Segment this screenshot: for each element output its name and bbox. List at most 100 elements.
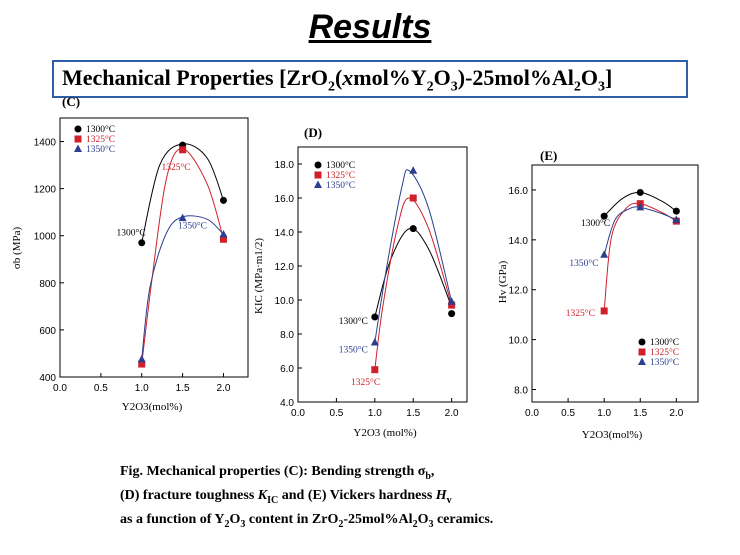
- subtitle-part: ]: [604, 65, 613, 90]
- caption-line-3: as a function of Y2O3 content in ZrO2-25…: [120, 510, 720, 534]
- caption-sub: 2: [338, 518, 344, 530]
- legend-entry: 1300°C: [86, 124, 115, 135]
- y-axis-label: σb (MPa): [11, 227, 23, 270]
- caption-part: ceramics.: [433, 511, 494, 527]
- x-tick-label: 0.0: [525, 408, 539, 419]
- series-line: [141, 148, 224, 365]
- page-title: Results: [308, 8, 432, 46]
- legend-marker: [314, 161, 322, 169]
- subtitle-box: Mechanical Properties [ZrO2(xmol%Y2O3)-2…: [52, 60, 688, 98]
- y-axis-label: Hv (GPa): [497, 260, 509, 303]
- data-point: [672, 207, 680, 215]
- x-tick-label: 1.0: [368, 408, 382, 419]
- caption-part: and (E) Vickers hardness: [278, 487, 436, 503]
- legend-marker: [314, 171, 322, 179]
- annotation-label: 1350°C: [569, 258, 598, 269]
- annotation-label: 1350°C: [339, 345, 368, 356]
- y-tick-label: 1000: [34, 232, 57, 243]
- subtitle-part: Mechanical Properties [ZrO: [62, 65, 328, 90]
- caption-sub: 2: [412, 518, 418, 530]
- data-point: [371, 313, 379, 321]
- x-tick-label: 2.0: [669, 408, 683, 419]
- y-tick-label: 1200: [34, 185, 57, 196]
- caption-part: content in ZrO: [245, 511, 339, 527]
- caption-h: H: [435, 487, 447, 503]
- data-point: [672, 215, 681, 223]
- subtitle-sub: 2: [327, 79, 335, 95]
- y-tick-label: 12.0: [275, 262, 295, 273]
- legend-marker: [74, 135, 82, 143]
- data-point: [448, 310, 456, 318]
- x-tick-label: 1.0: [135, 383, 149, 394]
- caption-line-2: (D) fracture toughness KIC and (E) Vicke…: [120, 486, 720, 510]
- caption-sub: IC: [267, 494, 279, 506]
- subtitle-sub: 3: [597, 79, 605, 95]
- series-line: [374, 169, 453, 343]
- x-axis-label: Y2O3(mol%): [582, 429, 643, 441]
- y-tick-label: 16.0: [509, 186, 529, 197]
- x-tick-label: 0.5: [94, 383, 108, 394]
- subtitle-part: O: [580, 65, 598, 90]
- x-tick-label: 0.5: [329, 408, 343, 419]
- caption-part: Fig. Mechanical properties (C): Bending …: [120, 464, 426, 479]
- x-tick-label: 1.0: [597, 408, 611, 419]
- plot-frame: [531, 164, 699, 403]
- subtitle: Mechanical Properties [ZrO2(xmol%Y2O3)-2…: [62, 65, 612, 95]
- x-tick-label: 2.0: [217, 383, 231, 394]
- annotation-label: 1325°C: [351, 377, 380, 388]
- data-point: [636, 188, 644, 196]
- data-point: [219, 230, 228, 238]
- y-tick-label: 600: [39, 326, 56, 337]
- panel-label: (D): [304, 125, 322, 140]
- legend-entry: 1300°C: [326, 160, 355, 171]
- figure-caption: Fig. Mechanical properties (C): Bending …: [120, 462, 720, 533]
- subtitle-part: (: [334, 65, 343, 90]
- legend-entry: 1350°C: [650, 357, 679, 368]
- data-point: [409, 225, 417, 233]
- chart-panel-C: (C) 0.0 0.5 1.0 1.5 2.0 400 600 800 1000 1200 1400 Y…: [11, 94, 249, 413]
- x-tick-label: 1.5: [176, 383, 190, 394]
- caption-part: (D) fracture toughness: [120, 487, 258, 503]
- caption-line-1: Fig. Mechanical properties (C): Bending …: [120, 462, 720, 486]
- x-tick-label: 0.0: [291, 408, 305, 419]
- data-point: [219, 235, 227, 243]
- legend-marker: [638, 348, 646, 356]
- series-line: [603, 202, 677, 311]
- data-point: [636, 202, 645, 211]
- series-line: [374, 197, 453, 370]
- y-tick-label: 1400: [34, 138, 57, 149]
- caption-sub: b: [425, 470, 431, 482]
- legend-entry: 1325°C: [650, 347, 679, 358]
- y-tick-label: 14.0: [275, 228, 295, 239]
- data-point: [138, 360, 146, 368]
- caption-part: as a function of Y: [120, 511, 225, 527]
- subtitle-part: O: [433, 65, 451, 90]
- x-axis-label: Y2O3 (mol%): [353, 427, 417, 439]
- legend-entry: 1350°C: [86, 144, 115, 155]
- data-point: [447, 297, 456, 305]
- y-tick-label: 14.0: [509, 236, 529, 247]
- x-tick-label: 2.0: [445, 408, 459, 419]
- data-point: [179, 146, 187, 154]
- x-tick-label: 1.5: [633, 408, 647, 419]
- legend-entry: 1300°C: [650, 337, 679, 348]
- plot-frame: [59, 117, 249, 378]
- data-point: [137, 354, 146, 363]
- panel-label: (C): [62, 94, 80, 109]
- data-point: [600, 307, 608, 315]
- data-point: [448, 301, 456, 309]
- caption-part: O: [229, 511, 241, 527]
- chart-panel-D: (D) 0.0 0.5 1.0 1.5 2.0 4.0 6.0 8.0 10.0 12.0 14.0 1…: [253, 125, 468, 439]
- y-tick-label: 18.0: [275, 160, 295, 171]
- data-point: [600, 250, 609, 258]
- subtitle-sub: 2: [573, 79, 581, 95]
- subtitle-sub: 3: [450, 79, 458, 95]
- caption-part: -25mol%Al: [343, 511, 413, 527]
- plot-frame: [297, 146, 468, 403]
- annotation-label: 1350°C: [178, 221, 207, 232]
- x-tick-label: 1.5: [406, 408, 420, 419]
- caption-part: O: [417, 511, 429, 527]
- y-tick-label: 8.0: [280, 330, 294, 341]
- subtitle-sub: 2: [426, 79, 434, 95]
